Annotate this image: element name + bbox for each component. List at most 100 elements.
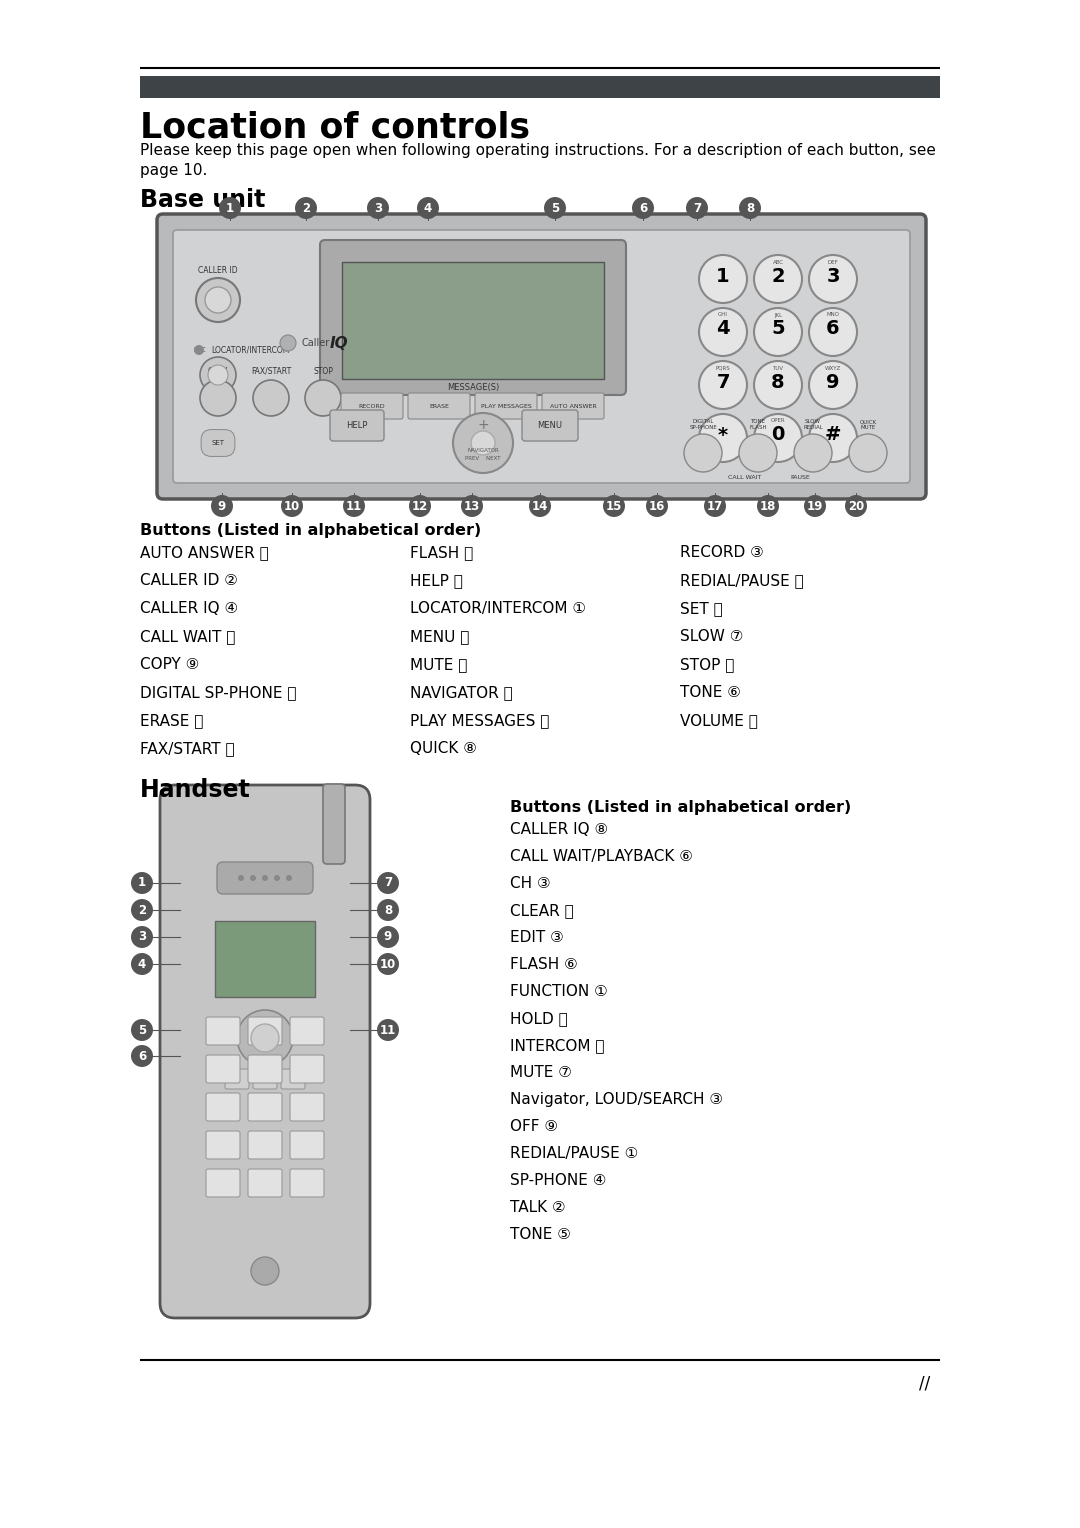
Text: RECORD ③: RECORD ③	[680, 545, 764, 559]
Circle shape	[684, 434, 723, 472]
Text: TALK ②: TALK ②	[510, 1199, 566, 1215]
Circle shape	[305, 380, 341, 416]
FancyBboxPatch shape	[206, 1054, 240, 1083]
Circle shape	[849, 434, 887, 472]
Circle shape	[131, 1045, 153, 1067]
Circle shape	[295, 197, 318, 219]
FancyBboxPatch shape	[522, 410, 578, 442]
Text: PLAY MESSAGES: PLAY MESSAGES	[481, 403, 531, 408]
Text: CALLER IQ ④: CALLER IQ ④	[140, 601, 238, 616]
Text: INTERCOM ⓞ: INTERCOM ⓞ	[510, 1038, 605, 1053]
FancyBboxPatch shape	[291, 1054, 324, 1083]
Text: 10: 10	[380, 958, 396, 970]
Circle shape	[544, 197, 566, 219]
Circle shape	[461, 495, 483, 516]
Circle shape	[251, 1024, 279, 1051]
Text: NAVIGATOR: NAVIGATOR	[468, 449, 499, 454]
Circle shape	[280, 335, 296, 351]
Text: OFF ⑨: OFF ⑨	[510, 1118, 558, 1134]
Text: CLEAR ⓞ: CLEAR ⓞ	[510, 903, 573, 918]
FancyBboxPatch shape	[323, 784, 345, 863]
Text: 5: 5	[551, 202, 559, 214]
FancyBboxPatch shape	[253, 1070, 276, 1089]
Circle shape	[195, 278, 240, 322]
Text: FAX/START: FAX/START	[251, 367, 292, 376]
Circle shape	[205, 287, 231, 313]
Text: MUTE ⓩ: MUTE ⓩ	[410, 657, 468, 672]
Text: FLASH ⓧ: FLASH ⓧ	[410, 545, 473, 559]
Circle shape	[200, 358, 237, 393]
Text: 7: 7	[693, 202, 701, 214]
Circle shape	[208, 365, 228, 385]
FancyBboxPatch shape	[291, 1169, 324, 1196]
Text: TONE
FLASH: TONE FLASH	[750, 419, 767, 429]
Text: 2: 2	[138, 903, 146, 917]
Circle shape	[262, 876, 268, 882]
Text: Handset: Handset	[140, 778, 251, 802]
Text: COPY: COPY	[207, 367, 228, 376]
Text: NAVIGATOR ⑭: NAVIGATOR ⑭	[410, 685, 513, 700]
FancyBboxPatch shape	[206, 1018, 240, 1045]
Text: RECORD: RECORD	[359, 403, 386, 408]
FancyBboxPatch shape	[475, 393, 537, 419]
Circle shape	[754, 309, 802, 356]
Circle shape	[194, 345, 204, 354]
FancyBboxPatch shape	[248, 1169, 282, 1196]
Circle shape	[809, 309, 858, 356]
Text: 9: 9	[218, 500, 226, 512]
Text: REDIAL/PAUSE ①: REDIAL/PAUSE ①	[510, 1146, 638, 1161]
FancyBboxPatch shape	[408, 393, 470, 419]
Text: COPY ⑨: COPY ⑨	[140, 657, 199, 672]
Text: QUICK ⑧: QUICK ⑧	[410, 741, 477, 756]
Text: //: //	[919, 1374, 930, 1392]
Text: #: #	[825, 425, 841, 445]
Circle shape	[603, 495, 625, 516]
Text: 3: 3	[138, 931, 146, 943]
Circle shape	[453, 413, 513, 474]
Circle shape	[757, 495, 779, 516]
Text: DIGITAL
SP-PHONE: DIGITAL SP-PHONE	[689, 419, 717, 429]
Text: 1: 1	[716, 266, 730, 286]
Text: PREV    NEXT: PREV NEXT	[465, 457, 501, 461]
Circle shape	[809, 255, 858, 303]
Text: SET ⑯: SET ⑯	[680, 601, 723, 616]
Text: 5: 5	[771, 319, 785, 339]
Text: VOLUME ⑭: VOLUME ⑭	[680, 714, 758, 727]
Text: 4: 4	[138, 958, 146, 970]
Circle shape	[646, 495, 669, 516]
Text: Please keep this page open when following operating instructions. For a descript: Please keep this page open when followin…	[140, 144, 936, 157]
Text: 4: 4	[423, 202, 432, 214]
Circle shape	[377, 872, 399, 894]
Text: SLOW ⑦: SLOW ⑦	[680, 630, 743, 643]
Text: 5: 5	[138, 1024, 146, 1036]
Text: DIGITAL SP-PHONE ⓦ: DIGITAL SP-PHONE ⓦ	[140, 685, 297, 700]
Text: page 10.: page 10.	[140, 163, 207, 177]
Circle shape	[367, 197, 389, 219]
Text: FUNCTION ①: FUNCTION ①	[510, 984, 608, 999]
Circle shape	[377, 1019, 399, 1041]
Circle shape	[699, 361, 747, 410]
Text: 10: 10	[284, 500, 300, 512]
Text: Caller: Caller	[302, 338, 330, 348]
Text: LOCATOR/INTERCOM ①: LOCATOR/INTERCOM ①	[410, 601, 586, 616]
Text: WXYZ: WXYZ	[825, 365, 841, 370]
Text: TONE ⑥: TONE ⑥	[680, 685, 741, 700]
Text: SET: SET	[212, 440, 225, 446]
Circle shape	[219, 197, 241, 219]
Text: LOCATOR/INTERCOM: LOCATOR/INTERCOM	[211, 345, 289, 354]
Text: PAUSE: PAUSE	[791, 475, 810, 480]
FancyBboxPatch shape	[217, 862, 313, 894]
Text: HOLD ⓞ: HOLD ⓞ	[510, 1012, 568, 1025]
Text: ABC: ABC	[772, 260, 783, 264]
FancyBboxPatch shape	[206, 1169, 240, 1196]
Text: HELP ⑫: HELP ⑫	[410, 573, 463, 588]
Text: 7: 7	[716, 373, 730, 391]
Text: MENU ⑯: MENU ⑯	[410, 630, 470, 643]
FancyBboxPatch shape	[542, 393, 604, 419]
FancyBboxPatch shape	[248, 1093, 282, 1122]
Circle shape	[529, 495, 551, 516]
FancyBboxPatch shape	[330, 410, 384, 442]
Text: Buttons (Listed in alphabetical order): Buttons (Listed in alphabetical order)	[510, 801, 851, 814]
FancyBboxPatch shape	[206, 1093, 240, 1122]
Text: CH ③: CH ③	[510, 876, 551, 891]
